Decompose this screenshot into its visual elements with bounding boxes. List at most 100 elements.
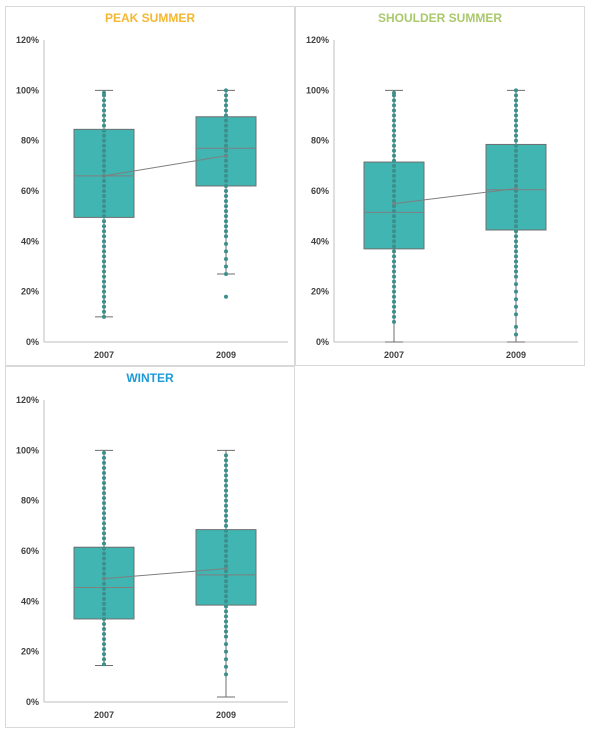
data-point — [392, 90, 396, 95]
data-point — [224, 664, 228, 669]
y-tick-label: 40% — [311, 236, 329, 246]
mean-marker — [224, 154, 228, 158]
data-point — [102, 183, 106, 188]
data-point — [224, 133, 228, 138]
data-point — [224, 594, 228, 599]
data-point — [392, 178, 396, 183]
data-point — [392, 254, 396, 259]
data-point — [392, 158, 396, 163]
data-point — [224, 554, 228, 559]
data-point — [224, 88, 228, 93]
y-tick-label: 20% — [311, 287, 329, 297]
y-tick-label: 0% — [316, 337, 329, 347]
y-tick-label: 40% — [21, 596, 39, 606]
data-point — [514, 282, 518, 287]
data-point — [514, 113, 518, 118]
y-tick-label: 120% — [16, 35, 39, 45]
data-point — [224, 453, 228, 458]
data-point — [514, 183, 518, 188]
data-point — [224, 98, 228, 103]
data-point — [224, 672, 228, 677]
data-point — [102, 662, 106, 667]
data-point — [224, 493, 228, 498]
data-point — [514, 93, 518, 98]
data-point — [102, 506, 106, 511]
data-point — [224, 559, 228, 564]
data-point — [224, 229, 228, 234]
data-point — [102, 566, 106, 571]
data-point — [102, 98, 106, 103]
data-point — [102, 601, 106, 606]
data-point — [224, 158, 228, 163]
data-point — [102, 194, 106, 199]
data-point — [392, 173, 396, 178]
data-point — [514, 148, 518, 153]
data-point — [514, 178, 518, 183]
data-point — [224, 234, 228, 239]
data-point — [392, 264, 396, 269]
data-point — [224, 209, 228, 214]
chart-title: WINTER — [126, 371, 174, 385]
data-point — [392, 98, 396, 103]
data-point — [392, 138, 396, 143]
data-point — [102, 143, 106, 148]
data-point — [102, 561, 106, 566]
data-point — [224, 609, 228, 614]
data-point — [392, 314, 396, 319]
data-point — [224, 204, 228, 209]
data-point — [102, 138, 106, 143]
data-point — [102, 229, 106, 234]
mean-marker — [392, 202, 396, 206]
data-point — [514, 128, 518, 133]
data-point — [224, 189, 228, 193]
data-point — [392, 168, 396, 173]
data-point — [224, 543, 228, 548]
data-point — [514, 259, 518, 264]
data-point — [102, 591, 106, 596]
data-point — [102, 465, 106, 470]
data-point — [392, 224, 396, 229]
data-point — [392, 319, 396, 324]
data-point — [514, 108, 518, 113]
data-point — [392, 209, 396, 214]
y-tick-label: 100% — [16, 85, 39, 95]
data-point — [102, 224, 106, 229]
data-point — [514, 297, 518, 302]
data-point — [102, 118, 106, 123]
data-point — [102, 606, 106, 611]
data-point — [224, 214, 228, 219]
data-point — [392, 199, 396, 204]
data-point — [224, 294, 228, 299]
data-point — [102, 168, 106, 173]
data-point — [102, 642, 106, 647]
data-point — [102, 581, 106, 586]
data-point — [224, 508, 228, 513]
data-point — [514, 194, 518, 199]
data-point — [102, 304, 106, 309]
data-point — [392, 279, 396, 284]
data-point — [514, 219, 518, 224]
data-point — [514, 133, 518, 138]
data-point — [224, 614, 228, 619]
data-point — [102, 133, 106, 138]
data-point — [392, 103, 396, 108]
data-point — [514, 153, 518, 158]
chart-svg: 0% 20% 40% 60% 80% 100% 120% 2007 2009 — [306, 35, 578, 360]
mean-marker — [224, 567, 228, 571]
y-tick-label: 120% — [306, 35, 329, 45]
data-point — [102, 546, 106, 551]
data-point — [224, 498, 228, 503]
data-point — [514, 204, 518, 209]
data-point — [224, 642, 228, 647]
mean-line — [393, 187, 517, 205]
data-point — [102, 521, 106, 526]
data-point — [102, 627, 106, 632]
data-point — [224, 128, 228, 133]
data-point — [102, 163, 106, 168]
data-point — [102, 259, 106, 264]
mean-line — [103, 155, 227, 177]
data-point — [224, 108, 228, 113]
data-point — [514, 163, 518, 168]
data-point — [102, 299, 106, 304]
data-point — [514, 199, 518, 204]
